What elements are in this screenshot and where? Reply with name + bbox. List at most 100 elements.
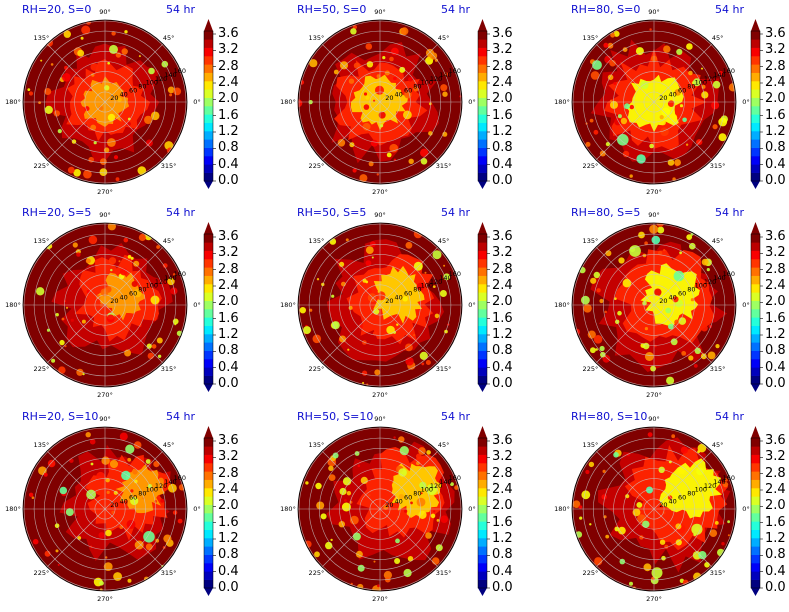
convective-cell xyxy=(450,482,454,486)
radial-tick-label: 120 xyxy=(430,278,442,286)
colorbar-band xyxy=(751,89,760,98)
convective-cell xyxy=(118,260,121,263)
colorbar-band xyxy=(204,342,213,351)
colorbar-band xyxy=(751,554,760,564)
convective-cell xyxy=(158,496,161,499)
colorbar-band xyxy=(478,479,487,489)
radial-tick-label: 140 xyxy=(439,274,451,282)
radial-tick-label: 80 xyxy=(138,83,146,91)
colorbar-band xyxy=(204,275,213,285)
angle-tick-label: 0° xyxy=(468,98,476,106)
convective-cell xyxy=(644,241,648,245)
convective-cell xyxy=(59,339,65,346)
convective-cell xyxy=(383,504,389,510)
colorbar-extend-min xyxy=(751,588,760,596)
convective-cell xyxy=(117,97,122,103)
colorbar-tick-label: 2.4 xyxy=(765,482,786,497)
convective-cell xyxy=(644,352,654,361)
convective-cell xyxy=(425,360,431,365)
convective-cell xyxy=(57,563,60,566)
convective-cell xyxy=(590,277,597,284)
panel-time: 54 hr xyxy=(715,3,744,16)
grid-spoke xyxy=(104,450,164,510)
convective-cell xyxy=(105,556,108,559)
radial-tick-label: 60 xyxy=(404,86,412,94)
colorbar-band xyxy=(204,139,213,148)
convective-cell xyxy=(367,493,371,497)
convective-cell xyxy=(99,580,104,586)
convective-cell xyxy=(660,119,666,126)
convective-cell xyxy=(654,288,662,296)
convective-cell xyxy=(386,325,395,335)
angle-tick-label: 0° xyxy=(742,98,750,106)
grid-spoke xyxy=(46,246,106,306)
convective-cell xyxy=(130,489,134,493)
convective-cell xyxy=(376,291,386,301)
convective-cell xyxy=(339,61,349,70)
colorbar-tick-label: 2.8 xyxy=(492,261,513,277)
convective-cell xyxy=(593,129,599,135)
angle-tick-label: 180° xyxy=(554,301,570,309)
convective-cell xyxy=(688,70,693,76)
grid-spoke xyxy=(321,43,381,103)
colorbar-band xyxy=(204,156,213,165)
colorbar-band xyxy=(204,284,213,293)
convective-cell xyxy=(678,466,686,475)
convective-cell xyxy=(107,61,110,65)
colorbar-band xyxy=(204,81,213,90)
colorbar-extend-min xyxy=(478,181,487,189)
colorbar-band xyxy=(478,325,487,335)
convective-cell xyxy=(701,67,703,70)
convective-cell xyxy=(405,357,414,366)
angle-tick-label: 45° xyxy=(711,441,724,450)
colorbar-band xyxy=(751,300,760,310)
convective-cell xyxy=(93,141,97,145)
radial-tick-label: 20 xyxy=(659,297,667,305)
colorbar-band xyxy=(204,529,213,539)
colorbar-band xyxy=(478,250,487,260)
angle-tick-label: 315° xyxy=(709,364,726,373)
grid-spoke xyxy=(653,304,713,364)
convective-cell xyxy=(394,558,401,564)
convective-cell xyxy=(325,541,333,550)
convective-cell xyxy=(123,237,129,243)
convective-cell xyxy=(649,143,654,149)
convective-cell xyxy=(70,318,74,322)
colorbar-band xyxy=(478,554,487,564)
convective-cell xyxy=(99,168,108,177)
angle-tick-label: 270° xyxy=(372,188,388,196)
moist-patch xyxy=(665,307,672,314)
angle-tick-label: 225° xyxy=(33,568,50,577)
colorbar-tick-label: 2.0 xyxy=(492,498,513,514)
convective-cell xyxy=(714,521,719,525)
convective-cell xyxy=(162,263,168,268)
panel-time: 54 hr xyxy=(715,410,744,423)
convective-cell xyxy=(587,330,596,339)
colorbar-band xyxy=(204,579,213,589)
colorbar-band xyxy=(478,438,487,447)
convective-cell xyxy=(700,353,707,360)
moist-patch xyxy=(143,531,155,543)
angle-tick-label: 225° xyxy=(33,364,50,373)
convective-cell xyxy=(578,505,583,509)
colorbar-band xyxy=(204,350,213,360)
moist-patch xyxy=(646,486,653,494)
colorbar-tick-label: 1.2 xyxy=(218,124,239,139)
colorbar-band xyxy=(204,72,213,82)
convective-cell xyxy=(434,58,439,62)
colorbar-band xyxy=(478,242,487,251)
colorbar-tick-label: 0.0 xyxy=(765,376,786,391)
convective-cell xyxy=(595,348,598,351)
colorbar-extend-min xyxy=(478,588,487,596)
convective-cell xyxy=(110,268,113,272)
angle-tick-label: 45° xyxy=(162,237,175,246)
convective-cell xyxy=(650,365,656,372)
colorbar-band xyxy=(751,64,760,73)
radial-tick-label: 140 xyxy=(713,478,725,486)
radial-tick-label: 100 xyxy=(695,486,707,494)
angle-tick-label: 225° xyxy=(582,161,599,170)
convective-cell xyxy=(410,501,413,505)
colorbar-band xyxy=(204,106,213,115)
convective-cell xyxy=(618,257,625,264)
